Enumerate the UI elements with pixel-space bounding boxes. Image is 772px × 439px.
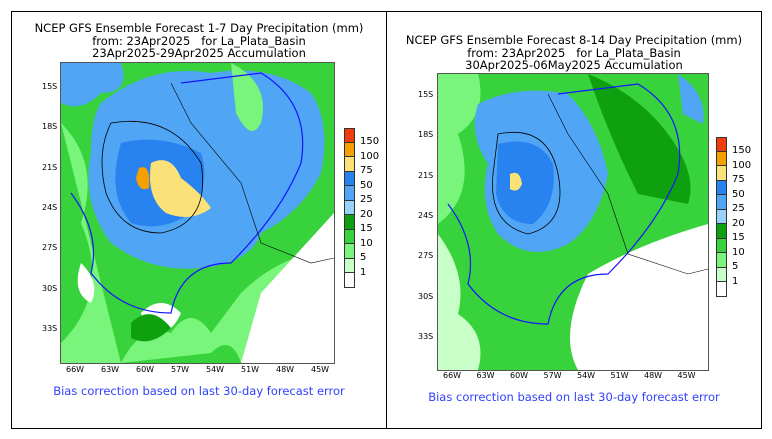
bias-note: Bias correction based on last 30-day for… bbox=[428, 390, 720, 404]
lon-label: 57W bbox=[171, 365, 190, 374]
lon-label: 60W bbox=[136, 365, 155, 374]
color-legend: 150 100 75 50 25 20 15 10 5 1 bbox=[344, 128, 379, 288]
lon-label: 51W bbox=[610, 371, 629, 380]
legend-label: 20 bbox=[732, 217, 745, 229]
legend-swatch bbox=[716, 209, 727, 224]
precip-map-week1 bbox=[60, 62, 335, 364]
bias-note: Bias correction based on last 30-day for… bbox=[53, 384, 345, 398]
legend-swatch bbox=[344, 215, 355, 230]
legend-swatch bbox=[716, 151, 727, 166]
legend-swatch bbox=[716, 137, 727, 152]
legend-swatch bbox=[344, 244, 355, 259]
legend-label: 1 bbox=[360, 266, 367, 278]
panel-title: NCEP GFS Ensemble Forecast 8-14 Day Prec… bbox=[405, 33, 743, 72]
lon-label: 54W bbox=[206, 365, 225, 374]
legend-swatch bbox=[344, 200, 355, 215]
legend-swatch bbox=[344, 142, 355, 157]
legend-label: 100 bbox=[360, 150, 380, 162]
legend-swatch bbox=[344, 128, 355, 143]
legend-swatch bbox=[344, 273, 355, 288]
lat-label: 15S bbox=[42, 82, 58, 91]
legend-swatch bbox=[716, 282, 727, 297]
legend-swatch bbox=[716, 195, 727, 210]
lat-label: 24S bbox=[418, 210, 434, 220]
lon-label: 66W bbox=[443, 371, 462, 380]
lon-label: 51W bbox=[241, 365, 260, 374]
legend-label: 5 bbox=[360, 252, 367, 263]
legend-label: 15 bbox=[360, 223, 373, 234]
lon-label: 54W bbox=[577, 371, 596, 380]
legend-swatch bbox=[716, 267, 727, 282]
legend-label: 1 bbox=[732, 275, 739, 287]
panel-week2: NCEP GFS Ensemble Forecast 8-14 Day Prec… bbox=[386, 11, 762, 429]
lon-label: 45W bbox=[311, 365, 330, 374]
lon-label: 48W bbox=[644, 371, 663, 380]
lon-label: 57W bbox=[543, 371, 562, 380]
legend-swatch bbox=[716, 166, 727, 181]
lat-label: 21S bbox=[42, 162, 58, 172]
panel-week1: NCEP GFS Ensemble Forecast 1-7 Day Preci… bbox=[11, 11, 387, 429]
legend-swatch bbox=[344, 171, 355, 186]
legend-label: 150 bbox=[732, 145, 752, 156]
legend-label: 75 bbox=[360, 165, 373, 176]
legend-swatch bbox=[344, 157, 355, 172]
legend-swatch bbox=[344, 258, 355, 273]
panel-title: NCEP GFS Ensemble Forecast 1-7 Day Preci… bbox=[34, 21, 364, 60]
legend-label: 50 bbox=[360, 179, 373, 191]
lat-label: 18S bbox=[42, 122, 58, 132]
legend-label: 10 bbox=[732, 246, 745, 258]
lat-label: 15S bbox=[418, 90, 434, 99]
legend-label: 25 bbox=[732, 203, 745, 214]
lat-label: 27S bbox=[42, 243, 58, 253]
legend-label: 10 bbox=[360, 237, 373, 249]
lon-label: 60W bbox=[510, 371, 529, 380]
legend-label: 50 bbox=[732, 188, 745, 200]
lat-label: 33S bbox=[42, 323, 58, 333]
lon-label: 66W bbox=[66, 365, 85, 374]
color-legend: 150 100 75 50 25 20 15 10 5 1 bbox=[716, 137, 751, 297]
legend-swatch bbox=[716, 238, 727, 253]
lat-label: 21S bbox=[418, 170, 434, 180]
legend-label: 5 bbox=[732, 261, 739, 272]
map-graphic bbox=[438, 74, 709, 370]
lat-label: 24S bbox=[42, 202, 58, 212]
legend-label: 75 bbox=[732, 174, 745, 185]
lon-label: 48W bbox=[276, 365, 295, 374]
lon-label: 63W bbox=[101, 365, 120, 374]
lat-label: 30S bbox=[418, 291, 434, 301]
legend-swatch bbox=[344, 229, 355, 244]
lat-label: 18S bbox=[418, 130, 434, 140]
legend-swatch bbox=[716, 253, 727, 268]
legend-label: 15 bbox=[732, 232, 745, 243]
legend-label: 150 bbox=[360, 136, 380, 147]
legend-swatch bbox=[716, 180, 727, 195]
legend-label: 100 bbox=[732, 159, 752, 171]
legend-swatch bbox=[716, 224, 727, 239]
lat-label: 30S bbox=[42, 283, 58, 293]
legend-label: 25 bbox=[360, 194, 373, 205]
lat-label: 33S bbox=[418, 331, 434, 341]
map-graphic bbox=[61, 63, 335, 363]
lat-label: 27S bbox=[418, 251, 434, 261]
lon-label: 63W bbox=[476, 371, 495, 380]
legend-label: 20 bbox=[360, 208, 373, 220]
precip-map-week2 bbox=[437, 73, 709, 371]
legend-swatch bbox=[344, 186, 355, 201]
lon-label: 45W bbox=[677, 371, 696, 380]
